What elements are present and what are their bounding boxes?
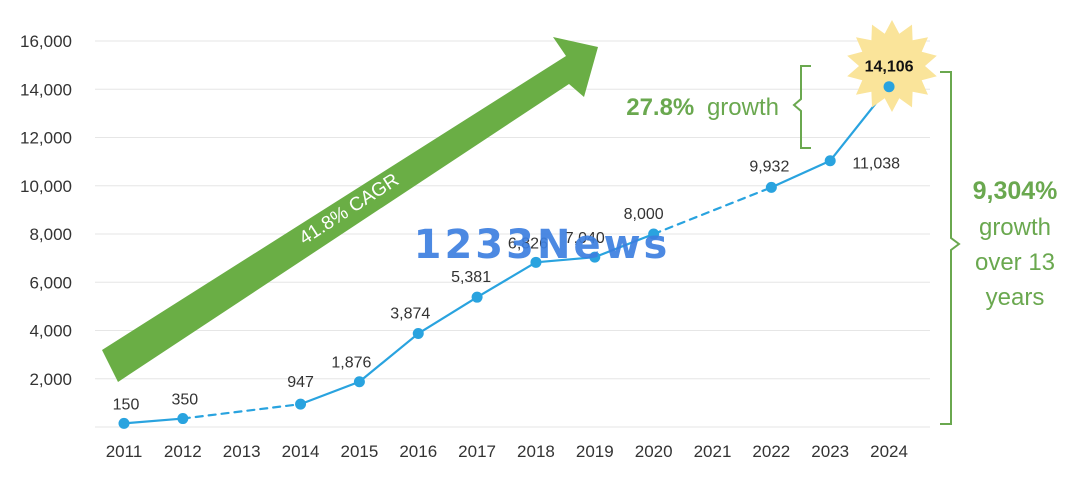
- data-point: [530, 256, 542, 268]
- series-segment: [534, 256, 596, 264]
- y-tick-label: 14,000: [20, 80, 72, 99]
- data-point: [589, 251, 601, 263]
- x-tick-label: 2021: [694, 442, 732, 461]
- y-tick-label: 12,000: [20, 129, 72, 148]
- cagr-arrow-shape: [102, 37, 598, 382]
- data-label: 11,038: [852, 156, 900, 173]
- data-label: 5,381: [451, 269, 491, 286]
- series-segment: [299, 380, 361, 406]
- x-tick-label: 2024: [870, 442, 908, 461]
- data-point: [118, 417, 130, 429]
- data-point: [295, 398, 307, 410]
- total-growth-line-3: years: [986, 284, 1045, 311]
- series-segment: [770, 159, 832, 189]
- data-label: 7,040: [565, 230, 605, 247]
- data-label: 8,000: [624, 206, 664, 223]
- recent-growth-word: growth: [707, 94, 779, 121]
- x-tick-label: 2023: [811, 442, 849, 461]
- recent-growth-bracket: [792, 65, 811, 149]
- x-tick-label: 2017: [458, 442, 496, 461]
- starburst-icon: [847, 20, 937, 112]
- total-growth-line-1: growth: [979, 214, 1051, 241]
- recent-growth-annotation: 27.8% growth: [626, 65, 811, 149]
- data-label: 1,876: [331, 355, 371, 372]
- data-label: 14,106: [865, 59, 914, 76]
- data-labels: 150 350 947 1,876 3,874 5,381 6,826 7,040 8,000 9…: [113, 59, 914, 414]
- x-tick-label: 2013: [223, 442, 261, 461]
- x-tick-label: 2022: [752, 442, 790, 461]
- x-tick-label: 2020: [635, 442, 673, 461]
- data-label: 9,932: [749, 158, 789, 175]
- data-point: [648, 228, 660, 240]
- x-tick-label: 2016: [399, 442, 437, 461]
- y-tick-label: 2,000: [29, 370, 72, 389]
- data-label: 6,826: [508, 235, 548, 252]
- x-tick-label: 2018: [517, 442, 555, 461]
- data-point: [824, 155, 836, 167]
- data-points: [118, 81, 895, 429]
- series-lines: [122, 85, 891, 425]
- data-point: [471, 291, 483, 303]
- x-axis: 2011 2012 2013 2014 2015 2016 2017 2018 2019 2020…: [106, 442, 908, 461]
- data-point: [765, 181, 777, 193]
- series-segment: [476, 261, 538, 299]
- x-tick-label: 2012: [164, 442, 202, 461]
- data-label: 947: [287, 374, 314, 391]
- x-tick-label: 2011: [106, 442, 143, 461]
- series-segment: [593, 232, 655, 259]
- data-point: [353, 376, 365, 388]
- x-tick-label: 2019: [576, 442, 614, 461]
- y-axis: 2,000 4,000 6,000 8,000 10,000 12,000 14,000 16…: [20, 32, 72, 389]
- data-label: 3,874: [390, 306, 430, 323]
- y-tick-label: 10,000: [20, 177, 72, 196]
- data-label: 150: [113, 396, 140, 413]
- series-segment: [181, 403, 302, 420]
- data-label: 350: [171, 392, 198, 409]
- series-segment: [122, 417, 184, 425]
- recent-growth-text: 27.8% growth: [626, 94, 779, 121]
- data-point: [177, 413, 189, 425]
- y-tick-label: 16,000: [20, 32, 72, 51]
- total-growth-bracket: [940, 71, 961, 425]
- series-segment: [652, 186, 773, 236]
- y-tick-label: 6,000: [29, 273, 72, 292]
- watermark: 1233News: [414, 222, 671, 268]
- series-segment: [417, 296, 479, 335]
- data-point: [412, 328, 424, 340]
- cagr-label: 41.8% CAGR: [296, 170, 403, 250]
- recent-growth-value: 27.8%: [626, 94, 694, 121]
- y-tick-label: 8,000: [29, 225, 72, 244]
- series-segment: [358, 332, 420, 383]
- x-tick-label: 2015: [340, 442, 378, 461]
- total-growth-value: 9,304%: [973, 177, 1058, 205]
- data-point: [883, 81, 895, 93]
- y-tick-label: 4,000: [29, 322, 72, 341]
- x-tick-label: 2014: [282, 442, 320, 461]
- total-growth-line-2: over 13: [975, 249, 1055, 276]
- total-growth-annotation: 9,304% growth over 13 years: [940, 71, 1058, 425]
